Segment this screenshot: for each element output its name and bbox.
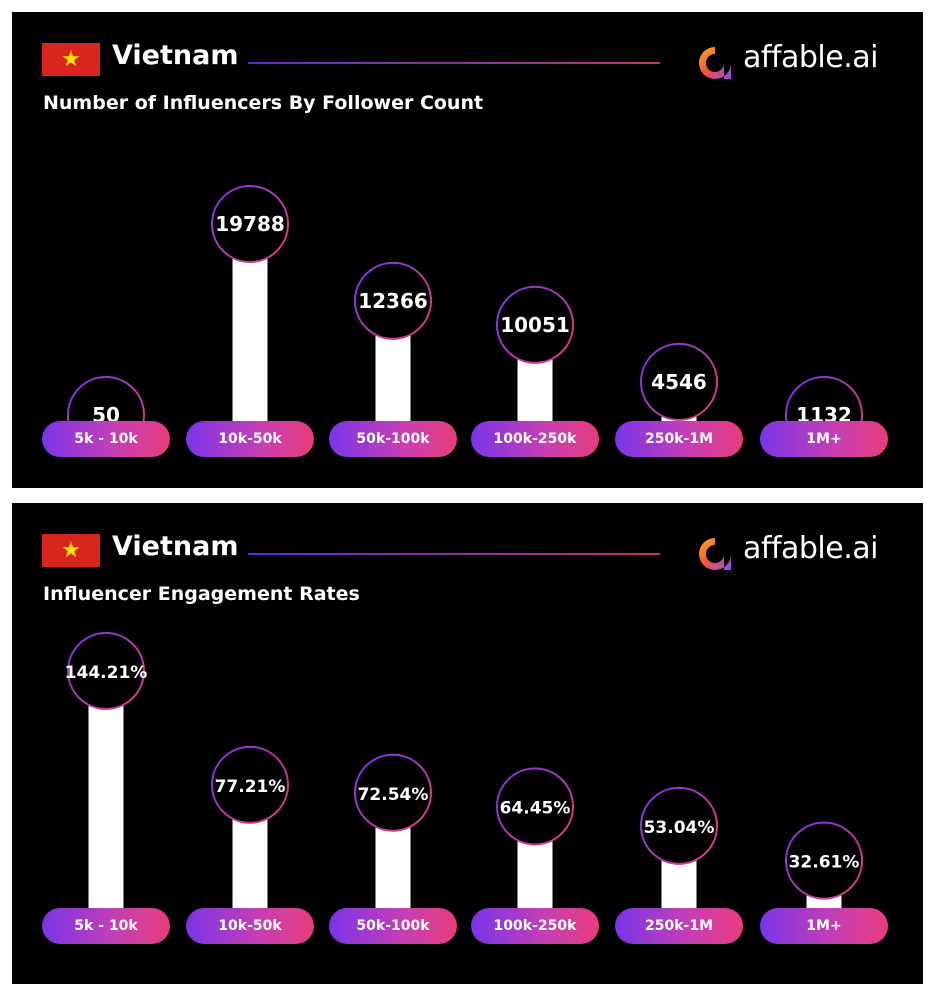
value-bubble-4 xyxy=(640,786,718,865)
value-label-4: 4546 xyxy=(651,370,707,394)
value-bubble-2 xyxy=(354,261,432,340)
affable-logo-icon xyxy=(699,47,731,79)
value-label-0: 144.21% xyxy=(65,663,148,683)
value-label-1: 77.21% xyxy=(215,777,286,797)
category-label-0: 5k - 10k xyxy=(42,908,170,944)
value-bubble-4 xyxy=(640,342,718,421)
bar-chart-engagement: 144.21% 77.21% 72.54% 64.45% 53.04% 32.61% xyxy=(65,632,863,926)
country-title: Vietnam xyxy=(112,40,239,71)
value-bubble-1 xyxy=(211,745,289,824)
category-label-1: 10k-50k xyxy=(186,908,314,944)
chart-subtitle: Number of Influencers By Follower Count xyxy=(43,92,484,114)
brand-name: affable.ai xyxy=(743,531,878,566)
vietnam-flag: ★ xyxy=(42,534,100,567)
value-label-2: 12366 xyxy=(358,289,428,313)
chart-panel-engagement: ★ Vietnam affable.ai Influencer Engageme… xyxy=(12,503,923,984)
value-label-3: 64.45% xyxy=(500,799,571,819)
category-label-3: 100k-250k xyxy=(471,421,599,457)
brand-name: affable.ai xyxy=(743,40,878,75)
value-label-2: 72.54% xyxy=(358,785,429,805)
country-title: Vietnam xyxy=(112,531,239,562)
value-bubble-3 xyxy=(496,767,574,846)
star-icon: ★ xyxy=(61,537,81,563)
value-bubble-5 xyxy=(785,821,863,900)
category-label-0: 5k - 10k xyxy=(42,421,170,457)
vietnam-flag: ★ xyxy=(42,43,100,76)
bar-1 xyxy=(232,234,268,439)
value-bubble-2 xyxy=(354,753,432,832)
category-label-5: 1M+ xyxy=(760,421,888,457)
category-label-4: 250k-1M xyxy=(615,421,743,457)
value-bubble-0 xyxy=(67,632,145,710)
category-label-4: 250k-1M xyxy=(615,908,743,944)
bar-0 xyxy=(88,681,124,926)
chart-panel-followers: ★ Vietnam affable.ai Number of Influence… xyxy=(12,12,923,488)
chart-subtitle: Influencer Engagement Rates xyxy=(43,583,360,605)
affable-logo-icon xyxy=(699,538,731,570)
value-label-1: 19788 xyxy=(215,212,285,236)
category-label-1: 10k-50k xyxy=(186,421,314,457)
value-label-4: 53.04% xyxy=(644,818,715,838)
category-label-5: 1M+ xyxy=(760,908,888,944)
value-label-3: 10051 xyxy=(500,313,570,337)
category-label-3: 100k-250k xyxy=(471,908,599,944)
header-divider xyxy=(248,553,660,555)
star-icon: ★ xyxy=(61,46,81,72)
value-label-5: 32.61% xyxy=(789,853,860,873)
value-bubble-1 xyxy=(211,185,289,263)
header-divider xyxy=(248,62,660,64)
category-label-2: 50k-100k xyxy=(329,908,457,944)
category-label-2: 50k-100k xyxy=(329,421,457,457)
value-bubble-3 xyxy=(496,285,574,364)
